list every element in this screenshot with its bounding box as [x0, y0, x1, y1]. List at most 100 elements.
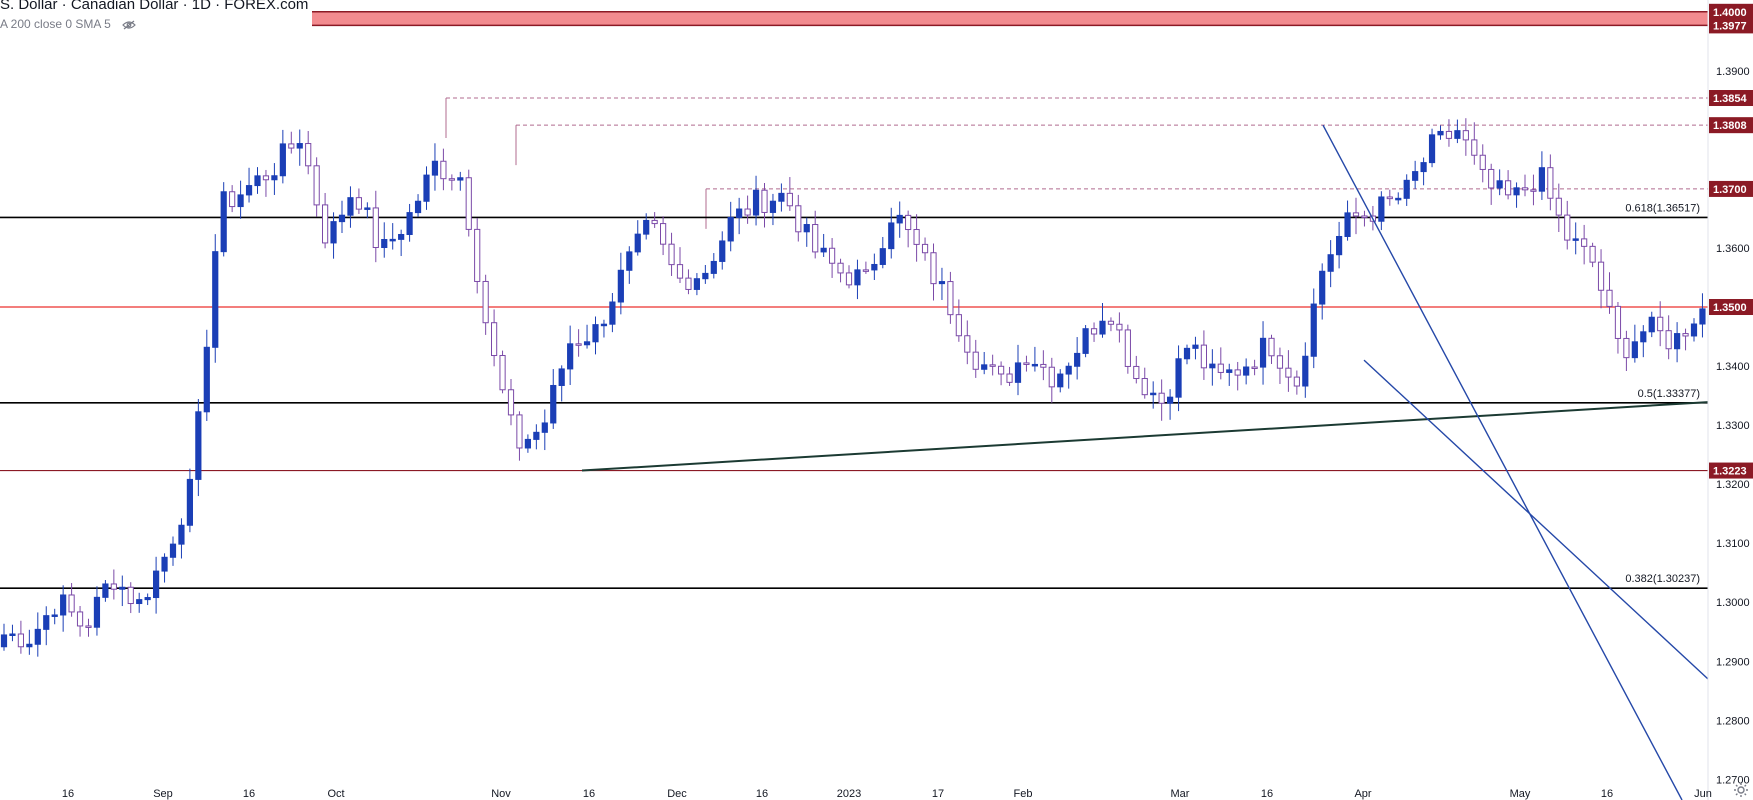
candle-body	[1074, 352, 1081, 367]
candle-body	[347, 197, 354, 216]
candle-body	[1116, 323, 1123, 331]
chart-title: S. Dollar · Canadian Dollar · 1D · FOREX…	[0, 0, 309, 13]
candle-body	[119, 586, 126, 590]
candle-body	[820, 247, 827, 253]
time-tick-label: 2023	[837, 788, 861, 800]
candle-body	[1378, 196, 1385, 222]
price-tag	[1709, 3, 1753, 20]
candle-body	[1200, 344, 1208, 369]
candle-body	[1040, 363, 1047, 368]
candle-body	[879, 248, 886, 265]
trendline-support	[581, 401, 1709, 472]
candle-body	[1395, 197, 1402, 201]
candle-body	[414, 200, 422, 214]
wedge-lower-line	[1363, 359, 1709, 680]
candle-body	[1445, 130, 1453, 139]
candle-body	[1623, 337, 1630, 359]
price-tag-label: 1.3700	[1713, 184, 1747, 196]
candle-body	[1183, 347, 1191, 360]
candle-body	[153, 570, 160, 599]
candle-body	[271, 175, 278, 181]
candle-body	[1192, 344, 1199, 349]
time-tick-label: 16	[1601, 788, 1613, 800]
price-axis	[1708, 0, 1753, 800]
price-tag-label: 1.3854	[1713, 93, 1748, 105]
candle-body	[406, 212, 413, 235]
candle-body	[1420, 162, 1427, 173]
candle-body	[1564, 214, 1571, 241]
price-tick-label: 1.3600	[1716, 243, 1750, 255]
indicator-legend: A 200 close 0 SMA 5	[0, 17, 136, 31]
candle-body	[1226, 369, 1233, 373]
candle-body	[43, 615, 50, 630]
candle-body	[1538, 167, 1546, 192]
eye-off-icon[interactable]	[122, 20, 136, 30]
candle-body	[1437, 130, 1444, 136]
candle-body	[229, 191, 236, 208]
time-tick-label: 16	[1261, 788, 1273, 800]
candle-body	[507, 389, 515, 416]
candle-body	[499, 355, 506, 391]
candle-body	[1141, 378, 1148, 396]
time-tick-label: Dec	[667, 788, 687, 800]
candle-body	[634, 233, 641, 253]
gear-icon[interactable]	[1733, 782, 1749, 798]
candle-body	[1690, 323, 1698, 337]
candle-body	[1648, 316, 1655, 333]
candle-body	[829, 247, 836, 264]
candle-body	[389, 238, 396, 242]
candle-body	[440, 160, 447, 180]
candle-body	[68, 594, 75, 613]
candle-body	[254, 175, 261, 187]
candle-body	[330, 221, 337, 244]
candle-body	[575, 343, 582, 346]
candle-body	[812, 224, 819, 253]
candle-body	[651, 219, 658, 225]
candle-body	[1657, 316, 1664, 332]
candle-body	[854, 269, 861, 286]
candle-body	[888, 222, 895, 250]
candle-body	[1057, 373, 1064, 388]
candle-body	[491, 322, 498, 357]
fib-level-label: 0.618(1.36517)	[1625, 202, 1700, 214]
price-tick-label: 1.2900	[1716, 656, 1750, 668]
candle-body	[913, 229, 920, 245]
candle-body	[1336, 235, 1343, 256]
candle-body	[1589, 245, 1596, 263]
candle-body	[558, 368, 565, 386]
candle-body	[955, 314, 962, 337]
candle-body	[305, 143, 312, 167]
candle-body	[905, 214, 912, 231]
candle-body	[752, 189, 760, 216]
candle-body	[871, 263, 878, 271]
candle-body	[1428, 134, 1436, 164]
candle-body	[144, 597, 151, 601]
candle-body	[862, 269, 869, 272]
price-tick-label: 1.3900	[1716, 66, 1750, 78]
candle-body	[1175, 358, 1182, 398]
candle-body	[338, 214, 346, 223]
candle-body	[203, 346, 210, 413]
time-tick-label: 16	[583, 788, 595, 800]
candle-body	[237, 194, 244, 208]
price-tag	[1709, 117, 1753, 134]
time-tick-label: Sep	[153, 788, 173, 800]
time-tick-label: Nov	[491, 788, 511, 800]
candle-body	[541, 422, 548, 433]
candle-body	[161, 556, 168, 572]
candle-body	[423, 174, 430, 202]
time-tick-label: May	[1510, 788, 1531, 800]
candle-body	[26, 643, 33, 648]
candle-body	[1006, 373, 1013, 383]
candle-body	[1048, 366, 1055, 388]
price-tick-label: 1.3300	[1716, 420, 1750, 432]
candle-body	[1471, 139, 1478, 156]
candle-body	[381, 239, 388, 249]
candle-body	[803, 224, 810, 233]
candle-body	[989, 364, 996, 367]
candle-body	[1674, 333, 1681, 350]
time-tick-label: 16	[243, 788, 255, 800]
candle-body	[1344, 212, 1351, 237]
candle-body	[245, 185, 253, 196]
